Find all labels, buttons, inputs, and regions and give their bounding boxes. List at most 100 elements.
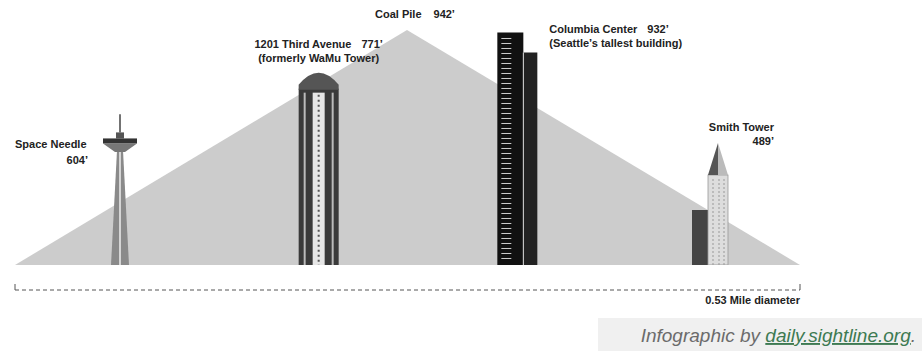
credit-text: Infographic by daily.sightline.org.	[641, 325, 916, 346]
label: Columbia Center 932’	[549, 23, 668, 35]
spire-dark	[708, 143, 718, 175]
window-line	[501, 133, 511, 134]
window-line	[501, 163, 511, 164]
window-line	[501, 148, 511, 149]
label: (Seattle’s tallest building)	[549, 37, 682, 49]
body	[299, 89, 339, 265]
window-line	[501, 78, 511, 79]
label: 604’	[67, 154, 88, 166]
diameter: 0.53 Mile diameter	[15, 284, 801, 306]
credit-part: .	[911, 325, 916, 346]
labels: Coal Pile 942’ Space Needle 604’ 1201 Third …	[15, 8, 775, 166]
credit-ground	[598, 318, 922, 351]
pile-label: Coal Pile 942’	[375, 8, 455, 20]
window-line	[501, 158, 511, 159]
saucer-under	[103, 143, 137, 152]
window-line	[501, 228, 511, 229]
window-line	[501, 58, 511, 59]
window-line	[501, 258, 511, 259]
window-line	[501, 243, 511, 244]
window-line	[501, 238, 511, 239]
pile-name: Coal Pile	[375, 8, 421, 20]
value: 771’	[361, 38, 382, 50]
window-line	[501, 233, 511, 234]
wing	[692, 210, 708, 265]
diameter-end	[15, 284, 16, 290]
coal-pile	[15, 30, 800, 265]
step	[523, 52, 537, 265]
pile-value: 942’	[434, 8, 455, 20]
center-dash	[318, 95, 320, 265]
side-stripe	[332, 93, 334, 265]
window-line	[501, 143, 511, 144]
window-line	[501, 218, 511, 219]
window-line	[501, 178, 511, 179]
name: 1201 Third Avenue	[254, 38, 351, 50]
window-line	[501, 123, 511, 124]
label: Space Needle	[15, 138, 87, 150]
window-line	[501, 38, 511, 39]
step-edge	[523, 52, 524, 265]
label: Smith Tower	[709, 121, 775, 133]
credit: Infographic by daily.sightline.org.	[598, 318, 922, 351]
tower	[708, 175, 728, 265]
window-line	[501, 63, 511, 64]
window-line	[501, 118, 511, 119]
body	[497, 32, 523, 265]
window-line	[501, 48, 511, 49]
window-line	[501, 53, 511, 54]
spire-light	[718, 143, 728, 175]
window-line	[501, 153, 511, 154]
cap	[116, 132, 124, 138]
antenna	[119, 114, 121, 132]
window-line	[501, 173, 511, 174]
label: 1201 Third Avenue 771’	[254, 38, 382, 50]
saucer	[103, 138, 137, 143]
marks	[15, 30, 800, 265]
shaft-line	[119, 150, 121, 265]
window-line	[501, 223, 511, 224]
window-line	[501, 108, 511, 109]
diameter-label: 0.53 Mile diameter	[705, 294, 800, 306]
window-line	[501, 88, 511, 89]
infographic: Coal Pile 942’ Space Needle 604’ 1201 Third …	[0, 0, 922, 351]
building	[497, 32, 537, 265]
window-line	[501, 93, 511, 94]
window-line	[501, 168, 511, 169]
side-stripe	[304, 93, 306, 265]
window-line	[501, 138, 511, 139]
window-line	[501, 83, 511, 84]
window-line	[501, 203, 511, 204]
diameter-line	[15, 290, 800, 291]
value: 932’	[647, 23, 668, 35]
window-line	[501, 198, 511, 199]
window-line	[501, 73, 511, 74]
window-line	[501, 188, 511, 189]
window-line	[501, 43, 511, 44]
center-stripe	[313, 93, 325, 265]
window-line	[501, 248, 511, 249]
window-line	[501, 113, 511, 114]
crown	[299, 73, 339, 90]
building	[299, 73, 339, 265]
name: Columbia Center	[549, 23, 638, 35]
diameter-end	[800, 284, 801, 290]
credit-part: Infographic by	[641, 325, 766, 346]
window-line	[501, 103, 511, 104]
window-line	[501, 128, 511, 129]
window-line	[501, 208, 511, 209]
window-line	[501, 183, 511, 184]
window-line	[501, 98, 511, 99]
window-line	[501, 213, 511, 214]
building	[692, 143, 728, 265]
window-line	[501, 193, 511, 194]
shaft	[111, 150, 129, 265]
building	[103, 114, 137, 265]
label: 489’	[753, 135, 774, 147]
window-col	[724, 179, 725, 265]
label: (formerly WaMu Tower)	[258, 52, 379, 64]
credit-link[interactable]: daily.sightline.org	[765, 325, 911, 346]
window-col	[719, 179, 720, 265]
window-line	[501, 68, 511, 69]
window-line	[501, 253, 511, 254]
